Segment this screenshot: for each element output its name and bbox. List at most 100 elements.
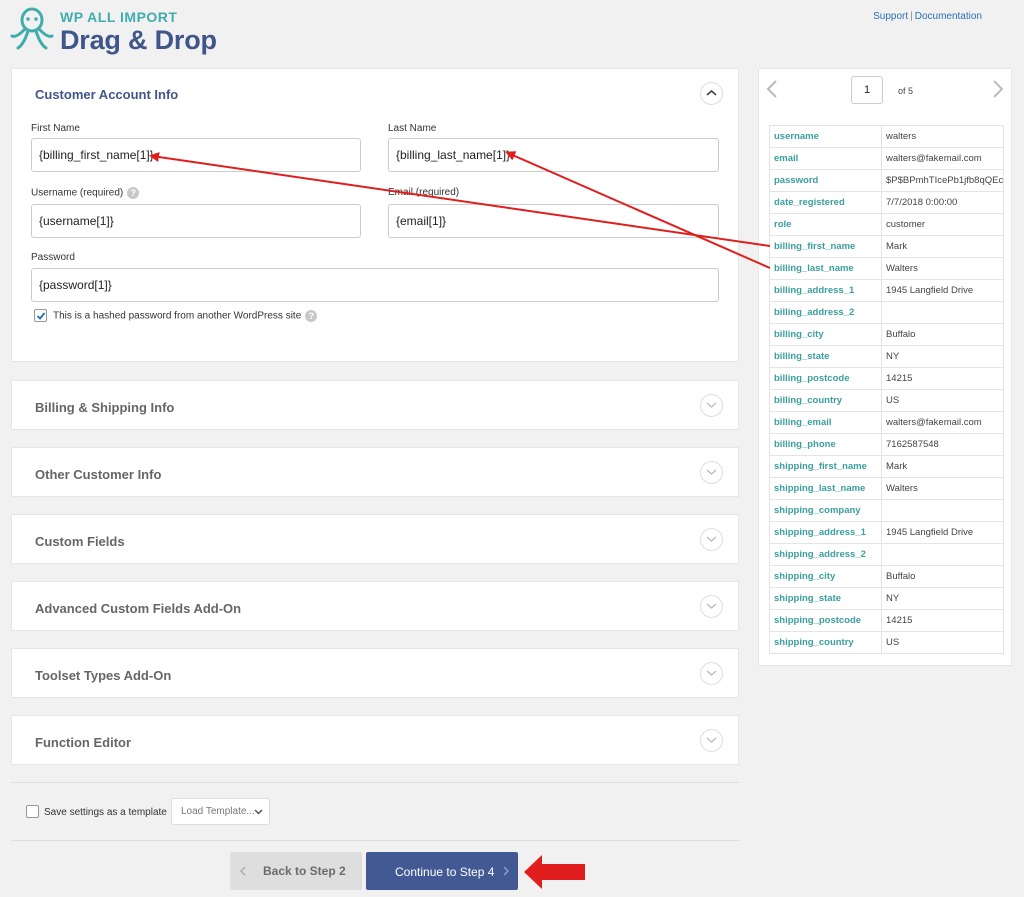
- record-row: date_registered 7/7/2018 0:00:00: [769, 191, 1004, 214]
- record-field-value: Mark: [881, 235, 1004, 258]
- record-field-value: US: [881, 631, 1004, 654]
- hashed-password-label-wrap: This is a hashed password from another W…: [53, 310, 318, 322]
- record-row: shipping_first_name Mark: [769, 455, 1004, 478]
- save-template-checkbox[interactable]: [26, 805, 39, 818]
- record-field-value: customer: [881, 213, 1004, 236]
- record-row: email walters@fakemail.com: [769, 147, 1004, 170]
- brand-subtitle: WP ALL IMPORT: [60, 9, 178, 25]
- password-field[interactable]: {password[1]}: [31, 268, 719, 302]
- expand-toggle[interactable]: [700, 528, 723, 551]
- record-row: shipping_state NY: [769, 587, 1004, 610]
- record-field-key[interactable]: password: [769, 169, 882, 192]
- record-field-key[interactable]: role: [769, 213, 882, 236]
- chevron-down-icon: [254, 809, 263, 815]
- section-function-editor[interactable]: Function Editor: [11, 715, 739, 765]
- hashed-password-label: This is a hashed password from another W…: [53, 310, 302, 322]
- brand-title: Drag & Drop: [60, 25, 217, 55]
- record-field-value: 7162587548: [881, 433, 1004, 456]
- help-icon[interactable]: ?: [305, 310, 318, 322]
- record-field-key[interactable]: date_registered: [769, 191, 882, 214]
- record-field-key[interactable]: shipping_state: [769, 587, 882, 610]
- expand-toggle[interactable]: [700, 461, 723, 484]
- record-row: shipping_company: [769, 499, 1004, 522]
- record-field-value: Buffalo: [881, 323, 1004, 346]
- record-row: shipping_last_name Walters: [769, 477, 1004, 500]
- section-custom-fields[interactable]: Custom Fields: [11, 514, 739, 564]
- section-toolset-types-addon[interactable]: Toolset Types Add-On: [11, 648, 739, 698]
- help-icon[interactable]: ?: [127, 187, 140, 199]
- record-field-key[interactable]: billing_phone: [769, 433, 882, 456]
- record-number-input[interactable]: 1: [851, 76, 883, 104]
- section-title: Custom Fields: [35, 534, 125, 549]
- record-field-key[interactable]: shipping_first_name: [769, 455, 882, 478]
- record-row: password $P$BPmhTIcePb1jfb8qQEc: [769, 169, 1004, 192]
- chevron-down-icon: [706, 402, 717, 408]
- record-row: role customer: [769, 213, 1004, 236]
- record-field-key[interactable]: billing_email: [769, 411, 882, 434]
- record-field-key[interactable]: billing_city: [769, 323, 882, 346]
- record-field-key[interactable]: shipping_postcode: [769, 609, 882, 632]
- record-field-key[interactable]: shipping_company: [769, 499, 882, 522]
- record-field-value: [881, 499, 1004, 522]
- divider: [11, 782, 739, 783]
- section-title: Other Customer Info: [35, 467, 162, 482]
- continue-to-step-4-button[interactable]: Continue to Step 4: [366, 852, 518, 890]
- record-row: billing_city Buffalo: [769, 323, 1004, 346]
- record-field-key[interactable]: shipping_country: [769, 631, 882, 654]
- back-button-label: Back to Step 2: [263, 864, 346, 878]
- collapse-toggle[interactable]: [700, 82, 723, 105]
- chevron-down-icon: [706, 670, 717, 676]
- email-field[interactable]: {email[1]}: [388, 204, 719, 238]
- annotation-arrow-continue: [524, 855, 585, 889]
- record-field-key[interactable]: billing_postcode: [769, 367, 882, 390]
- record-field-key[interactable]: shipping_address_1: [769, 521, 882, 544]
- section-title: Billing & Shipping Info: [35, 400, 175, 415]
- record-field-key[interactable]: billing_address_2: [769, 301, 882, 324]
- top-links: Support | Documentation: [873, 11, 982, 22]
- record-row: billing_first_name Mark: [769, 235, 1004, 258]
- record-total: of 5: [898, 86, 914, 96]
- customer-account-panel: Customer Account Info First Name {billin…: [11, 68, 739, 362]
- section-billing-shipping[interactable]: Billing & Shipping Info: [11, 380, 739, 430]
- record-row: shipping_address_1 1945 Langfield Drive: [769, 521, 1004, 544]
- record-row: username walters: [769, 125, 1004, 148]
- record-field-key[interactable]: billing_address_1: [769, 279, 882, 302]
- last-name-field[interactable]: {billing_last_name[1]}: [388, 138, 719, 172]
- expand-toggle[interactable]: [700, 729, 723, 752]
- back-to-step-2-button[interactable]: Back to Step 2: [230, 852, 362, 890]
- chevron-left-icon: [240, 866, 246, 876]
- support-link[interactable]: Support: [873, 11, 909, 22]
- section-other-customer-info[interactable]: Other Customer Info: [11, 447, 739, 497]
- load-template-select[interactable]: Load Template...: [171, 798, 270, 825]
- record-row: billing_email walters@fakemail.com: [769, 411, 1004, 434]
- documentation-link[interactable]: Documentation: [914, 11, 982, 22]
- record-field-value: 1945 Langfield Drive: [881, 521, 1004, 544]
- expand-toggle[interactable]: [700, 662, 723, 685]
- record-field-key[interactable]: shipping_last_name: [769, 477, 882, 500]
- record-field-key[interactable]: shipping_city: [769, 565, 882, 588]
- previous-record-icon[interactable]: [765, 79, 779, 99]
- record-field-key[interactable]: billing_state: [769, 345, 882, 368]
- expand-toggle[interactable]: [700, 595, 723, 618]
- chevron-down-icon: [706, 469, 717, 475]
- record-field-key[interactable]: username: [769, 125, 882, 148]
- section-acf-addon[interactable]: Advanced Custom Fields Add-On: [11, 581, 739, 631]
- record-field-key[interactable]: billing_country: [769, 389, 882, 412]
- record-field-key[interactable]: shipping_address_2: [769, 543, 882, 566]
- section-title: Function Editor: [35, 735, 132, 750]
- username-field[interactable]: {username[1]}: [31, 204, 361, 238]
- record-field-value: Walters: [881, 477, 1004, 500]
- record-field-value: $P$BPmhTIcePb1jfb8qQEc: [881, 169, 1004, 192]
- record-row: billing_postcode 14215: [769, 367, 1004, 390]
- next-record-icon[interactable]: [991, 79, 1005, 99]
- expand-toggle[interactable]: [700, 394, 723, 417]
- first-name-field[interactable]: {billing_first_name[1]}: [31, 138, 361, 172]
- record-field-value: 1945 Langfield Drive: [881, 279, 1004, 302]
- record-field-key[interactable]: email: [769, 147, 882, 170]
- hashed-password-checkbox[interactable]: [34, 309, 47, 322]
- record-field-key[interactable]: billing_last_name: [769, 257, 882, 280]
- checkmark-icon: [36, 312, 46, 320]
- record-field-key[interactable]: billing_first_name: [769, 235, 882, 258]
- continue-button-label: Continue to Step 4: [395, 865, 495, 879]
- octopus-logo-icon: [10, 7, 54, 50]
